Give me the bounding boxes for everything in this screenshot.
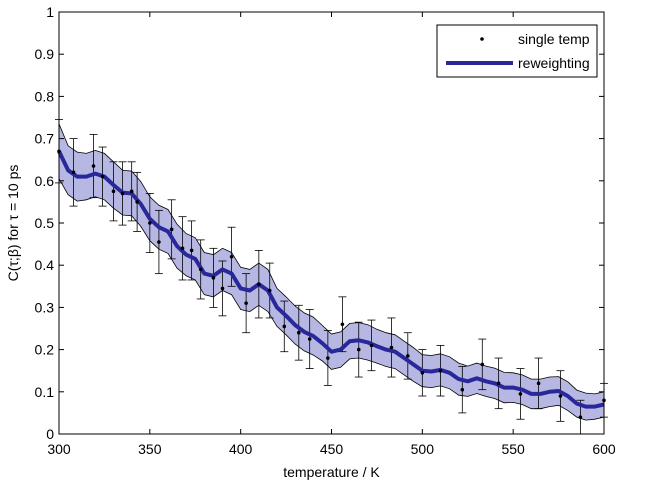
y-axis-label: C(τ;β) for τ = 10 ps bbox=[5, 165, 21, 282]
single-temp-point bbox=[578, 415, 583, 419]
single-temp-point bbox=[307, 337, 312, 341]
single-temp-point bbox=[120, 191, 125, 196]
y-tick-label: 0.2 bbox=[35, 342, 55, 358]
single-temp-point bbox=[460, 387, 465, 392]
y-tick-label: 1 bbox=[46, 4, 54, 20]
single-temp-point bbox=[189, 248, 194, 253]
legend-marker-single-temp bbox=[480, 37, 484, 41]
x-tick-label: 550 bbox=[501, 441, 525, 457]
single-temp-point bbox=[480, 362, 485, 367]
single-temp-point bbox=[558, 394, 563, 398]
y-tick-label: 0.6 bbox=[35, 173, 55, 189]
single-temp-point bbox=[406, 354, 410, 358]
single-temp-point bbox=[496, 381, 501, 386]
legend-label-single-temp: single temp bbox=[518, 31, 590, 47]
x-tick-label: 450 bbox=[320, 441, 344, 457]
single-temp-point bbox=[129, 189, 134, 194]
single-temp-point bbox=[340, 322, 345, 327]
y-tick-label: 0.9 bbox=[35, 46, 55, 62]
x-tick-label: 600 bbox=[592, 441, 616, 457]
single-temp-point bbox=[111, 189, 116, 194]
x-tick-label: 350 bbox=[138, 441, 162, 457]
y-tick-label: 0.8 bbox=[35, 88, 55, 104]
single-temp-point bbox=[135, 200, 139, 204]
single-temp-point bbox=[198, 267, 203, 272]
single-temp-point bbox=[148, 221, 152, 225]
x-tick-label: 500 bbox=[411, 441, 435, 457]
y-tick-label: 0 bbox=[46, 426, 54, 442]
single-temp-point bbox=[169, 227, 174, 232]
single-temp-point bbox=[297, 330, 301, 335]
single-temp-point bbox=[326, 356, 330, 360]
y-tick-label: 0.3 bbox=[35, 299, 55, 315]
single-temp-point bbox=[369, 343, 374, 348]
single-temp-point bbox=[229, 254, 234, 259]
x-tick-label: 400 bbox=[229, 441, 253, 457]
x-tick-label: 300 bbox=[47, 441, 71, 457]
legend: single temp reweighting bbox=[436, 24, 598, 78]
single-temp-point bbox=[356, 347, 361, 352]
single-temp-point bbox=[438, 368, 443, 373]
single-temp-point-layer bbox=[57, 149, 606, 419]
single-temp-point bbox=[100, 174, 105, 179]
single-temp-point bbox=[257, 282, 261, 286]
single-temp-point bbox=[389, 345, 394, 350]
single-temp-point bbox=[267, 288, 272, 293]
single-temp-point bbox=[180, 246, 185, 251]
y-tick-label: 0.5 bbox=[35, 215, 55, 231]
reweighting-line-layer bbox=[57, 150, 605, 409]
y-tick-label: 0.4 bbox=[35, 257, 55, 273]
single-temp-point bbox=[244, 301, 248, 305]
reweighting-line bbox=[57, 150, 605, 409]
x-axis-label: temperature / K bbox=[283, 464, 380, 480]
single-temp-point bbox=[536, 381, 541, 386]
single-temp-point bbox=[220, 286, 225, 291]
tick-layer: 300 350 400 450 500 550 600 0 0.1 0.2 0.3 0.4 0.5 0.6… bbox=[35, 4, 616, 457]
y-tick-label: 0.1 bbox=[35, 384, 55, 400]
single-temp-point bbox=[420, 371, 425, 375]
single-temp-point bbox=[91, 164, 96, 168]
single-temp-point bbox=[518, 392, 523, 396]
single-temp-point bbox=[282, 324, 287, 329]
y-tick-label: 0.7 bbox=[35, 131, 55, 147]
single-temp-point bbox=[211, 276, 216, 280]
legend-label-reweighting: reweighting bbox=[518, 55, 590, 71]
single-temp-point bbox=[71, 170, 76, 175]
legend-box bbox=[436, 24, 598, 78]
single-temp-point bbox=[157, 240, 161, 244]
